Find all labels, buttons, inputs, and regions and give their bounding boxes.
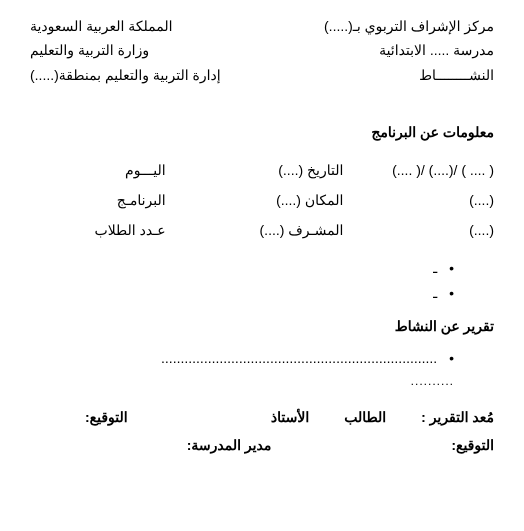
- info-place-label: المكان (....): [181, 189, 344, 211]
- bullet-list-1: ـ ـ: [30, 257, 454, 305]
- header-right-line1: مركز الإشراف التربوي بـ(.....): [324, 15, 494, 37]
- info-grid: ( .... ) /(....) /( ....) التاريخ (....)…: [30, 159, 494, 242]
- info-day-label: اليـــوم: [30, 159, 166, 181]
- header-right-line3: النشــــــــاط: [419, 64, 494, 86]
- bullet-item-2: ـ: [30, 282, 454, 304]
- header-right-line2: مدرسة ..... الابتدائية: [379, 39, 494, 61]
- info-date-label: التاريخ (....): [181, 159, 344, 181]
- info-program-label: البرنامـج: [30, 189, 166, 211]
- header-left-line3: إدارة التربية والتعليم بمنطقة(.....): [30, 64, 221, 86]
- sig-principal: مدير المدرسة:: [187, 434, 272, 456]
- section-title: معلومات عن البرنامج: [30, 121, 494, 143]
- header-left-line1: المملكة العربية السعودية: [30, 15, 173, 37]
- sig-sign2: التوقيع:: [451, 434, 494, 456]
- info-supervisor-label: المشـرف (....): [181, 219, 344, 241]
- dots-line-1: ........................................…: [30, 347, 454, 369]
- info-date-value: ( .... ) /(....) /( ....): [358, 159, 494, 181]
- bullet-item-1: ـ: [30, 257, 454, 279]
- dots-line-2: ..........: [30, 372, 454, 391]
- bullet-list-2: ........................................…: [30, 347, 454, 369]
- info-count-value: (....): [358, 219, 494, 241]
- header-left-line2: وزارة التربية والتعليم: [30, 39, 149, 61]
- sig-sign1: التوقيع:: [85, 406, 128, 428]
- info-program-value: (....): [358, 189, 494, 211]
- report-subtitle: تقرير عن النشاط: [30, 315, 494, 337]
- info-count-label: عـدد الطلاب: [30, 219, 166, 241]
- sig-student: الطالب: [344, 406, 386, 428]
- sig-teacher: الأستاذ: [271, 406, 309, 428]
- sig-prep: مُعد التقرير :: [421, 406, 494, 428]
